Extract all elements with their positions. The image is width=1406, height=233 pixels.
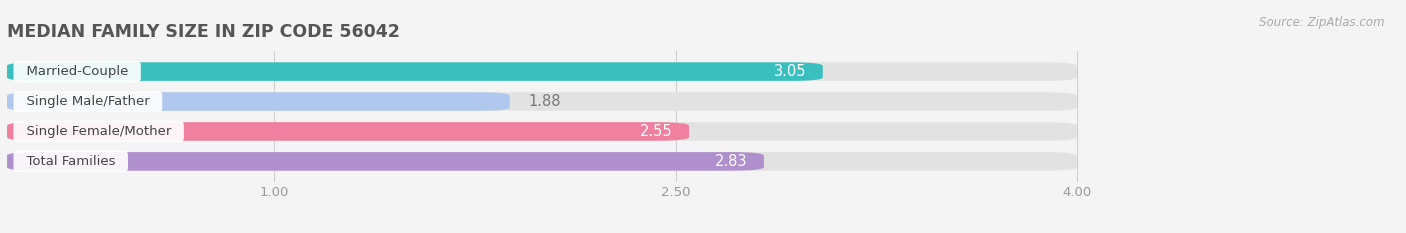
Text: Source: ZipAtlas.com: Source: ZipAtlas.com — [1260, 16, 1385, 29]
Text: Single Female/Mother: Single Female/Mother — [18, 125, 180, 138]
Text: 2.83: 2.83 — [716, 154, 748, 169]
FancyBboxPatch shape — [7, 122, 689, 141]
FancyBboxPatch shape — [7, 152, 763, 171]
Text: 3.05: 3.05 — [775, 64, 807, 79]
Text: MEDIAN FAMILY SIZE IN ZIP CODE 56042: MEDIAN FAMILY SIZE IN ZIP CODE 56042 — [7, 23, 399, 41]
FancyBboxPatch shape — [7, 62, 823, 81]
Text: 1.88: 1.88 — [529, 94, 561, 109]
Text: Single Male/Father: Single Male/Father — [18, 95, 157, 108]
FancyBboxPatch shape — [7, 92, 510, 111]
Text: 2.55: 2.55 — [640, 124, 673, 139]
FancyBboxPatch shape — [7, 62, 1077, 81]
FancyBboxPatch shape — [7, 122, 1077, 141]
FancyBboxPatch shape — [7, 152, 1077, 171]
Text: Total Families: Total Families — [18, 155, 124, 168]
FancyBboxPatch shape — [7, 92, 1077, 111]
Text: Married-Couple: Married-Couple — [18, 65, 136, 78]
